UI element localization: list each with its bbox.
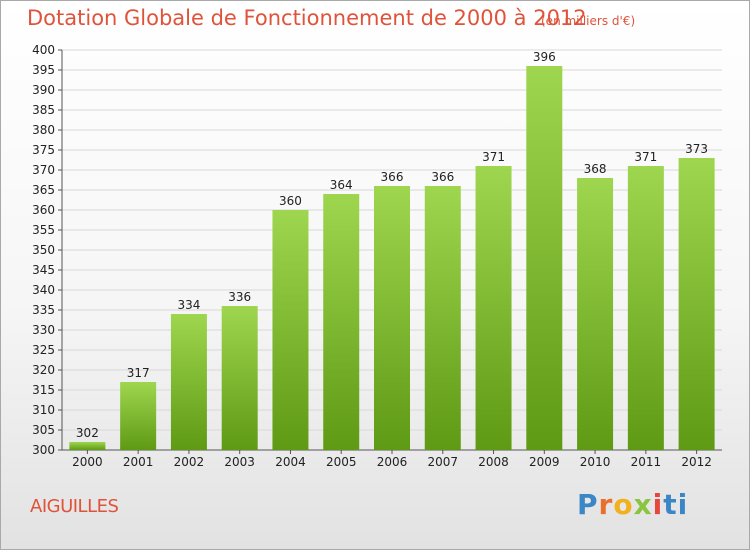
logo-letter: x	[633, 488, 653, 521]
bar	[526, 66, 563, 450]
y-tick-label: 350	[32, 243, 55, 257]
x-tick-label: 2004	[275, 455, 306, 469]
y-tick-label: 305	[32, 423, 55, 437]
bar	[323, 194, 360, 450]
y-tick-label: 370	[32, 163, 55, 177]
y-tick-label: 335	[32, 303, 55, 317]
y-tick-label: 355	[32, 223, 55, 237]
bar	[272, 210, 309, 450]
x-tick-label: 2009	[529, 455, 560, 469]
logo-letter: i	[652, 488, 664, 521]
y-tick-label: 325	[32, 343, 55, 357]
y-tick-label: 320	[32, 363, 55, 377]
logo-letter: P	[577, 488, 599, 521]
proxiti-logo: Proxiti	[577, 488, 688, 521]
x-axis-ticks: 2000 2001 2002 2003 2004 2005 2006 2007 2008 2009…	[72, 450, 712, 469]
data-label: 366	[381, 170, 404, 184]
bar	[678, 158, 715, 450]
x-tick-label: 2003	[224, 455, 255, 469]
data-label: 373	[685, 142, 708, 156]
chart-title: Dotation Globale de Fonctionnement de 20…	[27, 6, 587, 30]
x-tick-label: 2005	[326, 455, 357, 469]
x-tick-label: 2011	[631, 455, 662, 469]
bars	[69, 66, 715, 450]
bar	[577, 178, 614, 450]
logo-letter: o	[613, 488, 634, 521]
y-tick-label: 365	[32, 183, 55, 197]
x-tick-label: 2010	[580, 455, 611, 469]
y-tick-label: 315	[32, 383, 55, 397]
data-label: 396	[533, 50, 556, 64]
x-tick-label: 2002	[174, 455, 205, 469]
x-tick-label: 2006	[377, 455, 408, 469]
chart-unit-label: (en milliers d'€)	[541, 14, 636, 28]
data-label: 371	[634, 150, 657, 164]
bar	[120, 382, 157, 450]
bar	[69, 442, 106, 450]
y-axis-ticks: 300 305 310 315 320 325 330 335 340 345 350 355 360 3…	[32, 43, 62, 457]
data-label: 302	[76, 426, 99, 440]
y-tick-label: 380	[32, 123, 55, 137]
commune-name: AIGUILLES	[30, 496, 119, 517]
y-tick-label: 340	[32, 283, 55, 297]
x-tick-label: 2007	[427, 455, 458, 469]
y-tick-label: 300	[32, 443, 55, 457]
logo-letter: r	[598, 488, 614, 521]
data-label: 336	[228, 290, 251, 304]
y-tick-label: 385	[32, 103, 55, 117]
y-tick-label: 395	[32, 63, 55, 77]
bar	[424, 186, 461, 450]
y-tick-label: 330	[32, 323, 55, 337]
bar	[627, 166, 664, 450]
bar	[475, 166, 512, 450]
bar	[170, 314, 207, 450]
data-label: 364	[330, 178, 353, 192]
data-label: 371	[482, 150, 505, 164]
bar	[221, 306, 258, 450]
x-tick-label: 2000	[72, 455, 103, 469]
data-labels: 302 317 334 336 360 364 366 366 371 396 368 371 373	[76, 50, 708, 440]
data-label: 368	[584, 162, 607, 176]
data-label: 317	[127, 366, 150, 380]
y-tick-label: 345	[32, 263, 55, 277]
y-tick-label: 375	[32, 143, 55, 157]
logo-letter: ti	[663, 488, 689, 521]
data-label: 334	[177, 298, 200, 312]
data-label: 366	[431, 170, 454, 184]
x-tick-label: 2001	[123, 455, 154, 469]
y-tick-label: 390	[32, 83, 55, 97]
y-tick-label: 360	[32, 203, 55, 217]
data-label: 360	[279, 194, 302, 208]
y-tick-label: 310	[32, 403, 55, 417]
x-tick-label: 2008	[478, 455, 509, 469]
y-tick-label: 400	[32, 43, 55, 57]
bar	[374, 186, 410, 450]
x-tick-label: 2012	[681, 455, 712, 469]
